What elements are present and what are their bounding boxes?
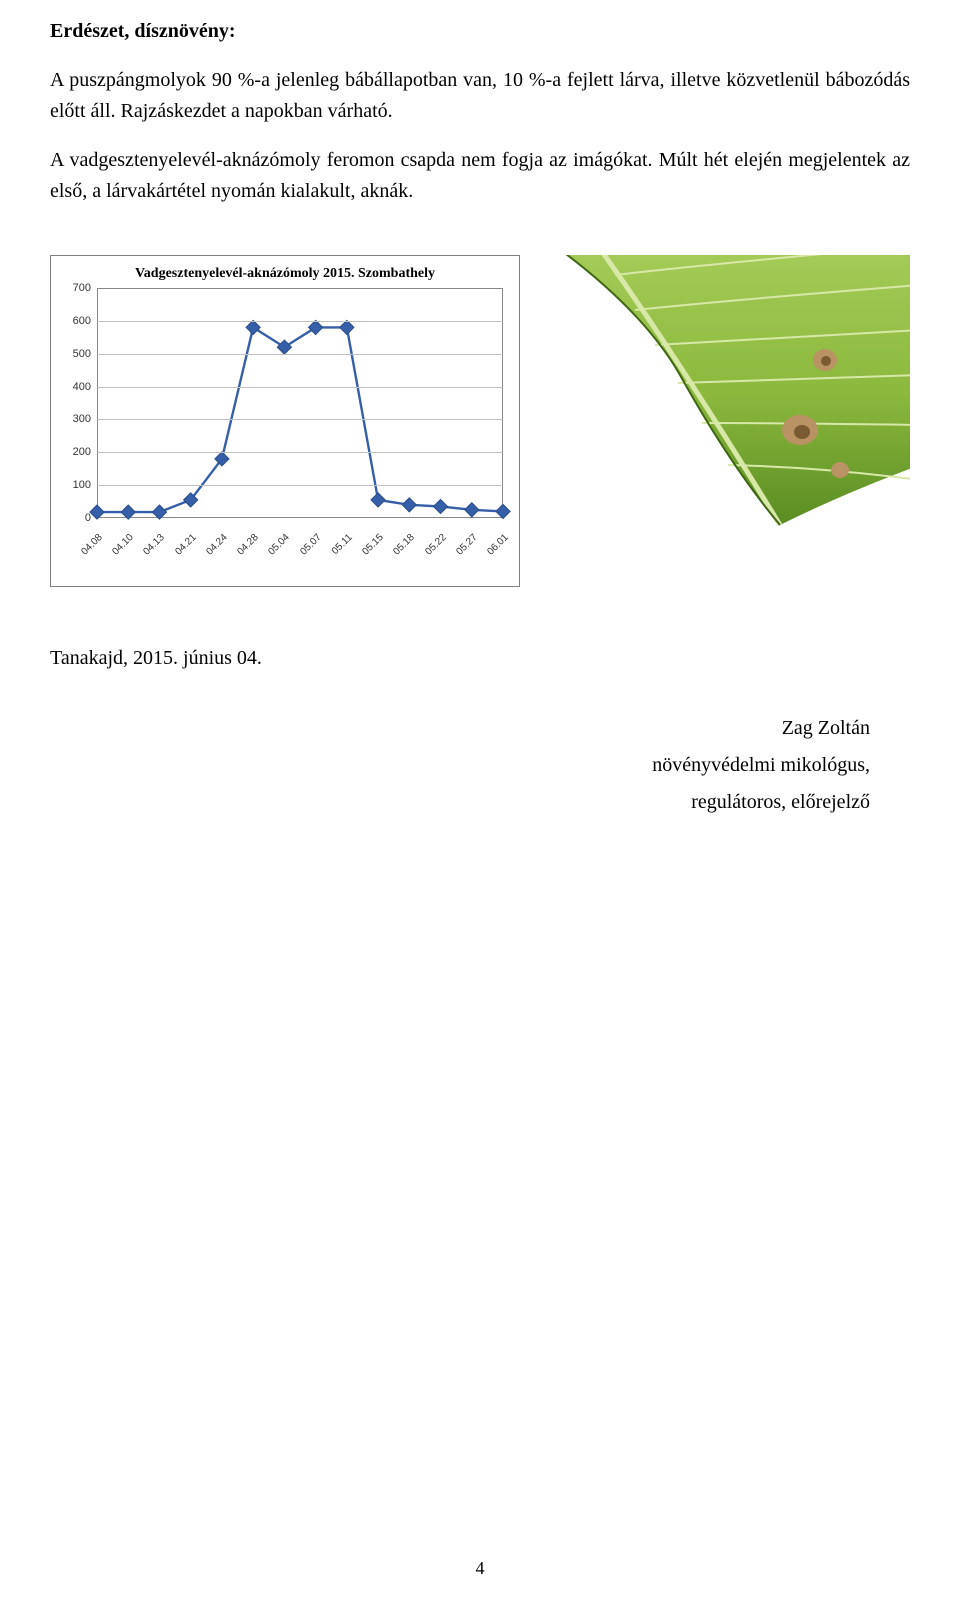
chart-marker <box>340 320 354 334</box>
chart-x-label: 04.28 <box>235 532 260 557</box>
chart-marker <box>309 320 323 334</box>
chart-gridline <box>97 452 503 453</box>
section-heading: Erdészet, dísznövény: <box>50 20 910 43</box>
chart-x-label: 05.27 <box>454 532 479 557</box>
chart-y-label: 0 <box>63 512 91 524</box>
leaf-spot <box>831 462 849 478</box>
chart-title: Vadgesztenyelevél-aknázómoly 2015. Szomb… <box>63 266 507 282</box>
chart-marker <box>465 503 479 517</box>
leaf-image <box>530 255 910 545</box>
chart-gridline <box>97 387 503 388</box>
chart-y-label: 300 <box>63 413 91 425</box>
chart-x-labels: 04.0804.1004.1304.2104.2404.2805.0405.07… <box>97 518 503 558</box>
paragraph-1: A puszpángmolyok 90 %-a jelenleg bábálla… <box>50 65 910 127</box>
chart-x-label: 06.01 <box>485 532 510 557</box>
chart-y-label: 600 <box>63 315 91 327</box>
page: Erdészet, dísznövény: A puszpángmolyok 9… <box>0 0 960 1609</box>
chart-x-label: 05.04 <box>267 532 292 557</box>
signature: Zag Zoltán növényvédelmi mikológus, regu… <box>50 710 910 821</box>
chart-gridline <box>97 419 503 420</box>
chart-x-label: 04.08 <box>79 532 104 557</box>
signature-role-1: növényvédelmi mikológus, <box>50 747 870 784</box>
location-date: Tanakajd, 2015. június 04. <box>50 647 910 670</box>
chart-x-label: 05.22 <box>423 532 448 557</box>
chart-series <box>97 288 503 518</box>
chart-gridline <box>97 485 503 486</box>
signature-name: Zag Zoltán <box>50 710 870 747</box>
chart-y-label: 500 <box>63 348 91 360</box>
leaf-svg <box>530 255 910 545</box>
chart-wrapper: Vadgesztenyelevél-aknázómoly 2015. Szomb… <box>50 255 520 587</box>
signature-role-2: regulátoros, előrejelző <box>50 784 870 821</box>
chart-marker <box>433 499 447 513</box>
chart-x-label: 04.10 <box>111 532 136 557</box>
chart-marker <box>402 498 416 512</box>
chart-x-label: 04.21 <box>173 532 198 557</box>
paragraph-2: A vadgesztenyelevél-aknázómoly feromon c… <box>50 145 910 207</box>
chart-x-label: 05.15 <box>360 532 385 557</box>
chart-x-label: 05.11 <box>330 532 355 557</box>
chart-y-label: 700 <box>63 282 91 294</box>
chart-marker <box>277 340 291 354</box>
chart-marker <box>496 504 510 518</box>
page-number: 4 <box>0 1558 960 1579</box>
chart-x-label: 05.18 <box>392 532 417 557</box>
chart-x-label: 05.07 <box>298 532 323 557</box>
chart-gridline <box>97 354 503 355</box>
chart-box: Vadgesztenyelevél-aknázómoly 2015. Szomb… <box>50 255 520 587</box>
chart-x-label: 04.13 <box>142 532 167 557</box>
chart-marker <box>371 493 385 507</box>
chart-x-label: 04.24 <box>204 532 229 557</box>
chart-plot-area: 0100200300400500600700 <box>97 288 503 518</box>
footer-block: Tanakajd, 2015. június 04. Zag Zoltán nö… <box>50 647 910 821</box>
figures-row: Vadgesztenyelevél-aknázómoly 2015. Szomb… <box>50 255 910 587</box>
chart-y-label: 200 <box>63 446 91 458</box>
leaf-spot-center <box>821 356 831 366</box>
chart-y-label: 400 <box>63 381 91 393</box>
chart-gridline <box>97 321 503 322</box>
chart-marker <box>246 320 260 334</box>
leaf-spot-center <box>794 425 810 439</box>
chart-y-label: 100 <box>63 479 91 491</box>
